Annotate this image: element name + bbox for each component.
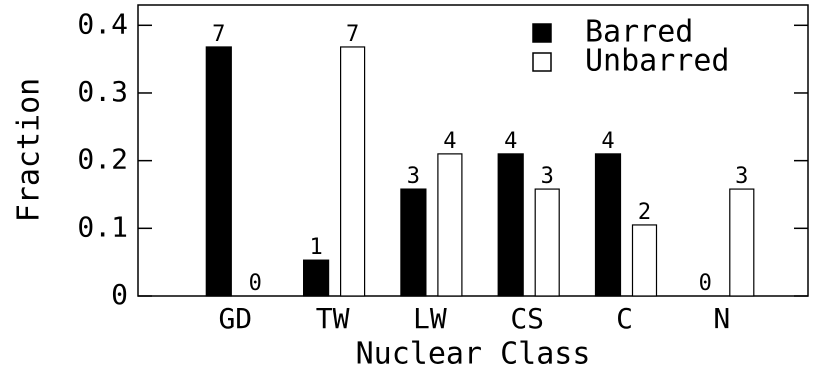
- legend-label: Barred: [585, 15, 693, 50]
- y-tick-label: 0.3: [77, 75, 128, 108]
- plot-frame: [137, 4, 809, 297]
- count-label: 0: [249, 271, 262, 296]
- x-axis-label: Nuclear Class: [356, 337, 591, 372]
- bar: [497, 153, 524, 297]
- y-tick-label: 0.2: [77, 143, 128, 176]
- count-label: 7: [346, 22, 359, 47]
- x-tick-label: GD: [218, 302, 252, 335]
- bar: [437, 153, 463, 297]
- bar: [594, 153, 622, 297]
- bar: [205, 46, 232, 297]
- y-tick-label: 0.1: [77, 210, 128, 243]
- x-tick-label: LW: [413, 302, 447, 335]
- legend-swatch: [532, 23, 552, 43]
- count-label: 3: [541, 164, 554, 189]
- y-axis-label: Fraction: [12, 78, 47, 223]
- y-tick-label: 0: [111, 278, 128, 311]
- count-label: 4: [601, 129, 614, 154]
- bar: [340, 46, 366, 297]
- count-label: 3: [407, 164, 420, 189]
- count-label: 3: [735, 164, 748, 189]
- x-tick-label: N: [713, 302, 730, 335]
- x-tick-label: TW: [316, 302, 350, 335]
- count-label: 1: [309, 235, 322, 260]
- count-label: 7: [212, 22, 225, 47]
- legend-label: Unbarred: [585, 44, 730, 79]
- bar: [631, 224, 658, 297]
- count-label: 4: [443, 129, 456, 154]
- bar: [303, 259, 330, 297]
- y-tick-label: 0.4: [77, 7, 128, 40]
- count-label: 0: [699, 271, 712, 296]
- legend-swatch: [532, 52, 552, 72]
- bar: [729, 188, 755, 297]
- count-label: 4: [504, 129, 517, 154]
- count-label: 2: [638, 200, 651, 225]
- x-tick-label: C: [616, 302, 633, 335]
- bar: [534, 188, 560, 297]
- x-tick-label: CS: [510, 302, 544, 335]
- bar: [400, 188, 427, 297]
